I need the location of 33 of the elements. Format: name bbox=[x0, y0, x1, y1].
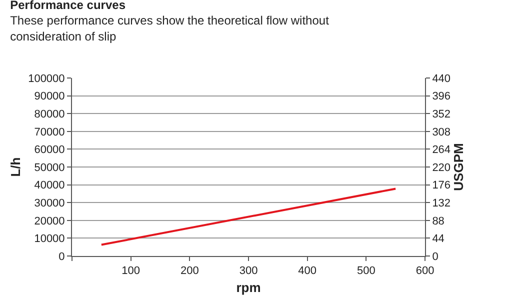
y2-tick-label: 220 bbox=[432, 162, 451, 174]
x-axis-title: rpm bbox=[236, 280, 261, 295]
y-tick-label: 40000 bbox=[34, 180, 65, 192]
x-tick-label: 500 bbox=[356, 265, 376, 278]
y-tick-label: 20000 bbox=[34, 215, 65, 228]
y-tick-label: 90000 bbox=[34, 90, 65, 103]
chart-subtitle: These performance curves show the theoretical flow without consideration of slip bbox=[10, 14, 330, 44]
y2-tick-label: 44 bbox=[432, 233, 444, 246]
y-tick-label: 10000 bbox=[34, 233, 65, 246]
x-tick-label: 300 bbox=[239, 265, 258, 278]
y2-tick-label: 308 bbox=[432, 126, 451, 138]
y-tick-label: 30000 bbox=[34, 197, 65, 210]
y-tick-label: 80000 bbox=[34, 108, 65, 120]
y-tick-label: 0 bbox=[58, 250, 65, 263]
y2-axis-title: USGPM bbox=[451, 143, 466, 191]
y-tick-label: 50000 bbox=[34, 162, 65, 174]
y2-tick-label: 0 bbox=[432, 250, 438, 263]
x-tick-label: 400 bbox=[298, 265, 317, 278]
y-axis-title: L/h bbox=[8, 157, 24, 177]
y2-tick-label: 352 bbox=[432, 108, 451, 120]
x-tick-label: 600 bbox=[416, 265, 434, 278]
x-tick-label: 200 bbox=[180, 265, 199, 278]
x-tick-label: 100 bbox=[122, 265, 140, 278]
y-tick-label: 70000 bbox=[34, 126, 65, 138]
y-tick-label: 60000 bbox=[34, 144, 65, 156]
y2-tick-label: 132 bbox=[432, 197, 451, 210]
y2-tick-label: 176 bbox=[432, 180, 451, 192]
y2-tick-label: 264 bbox=[432, 144, 451, 156]
y-tick-label: 100000 bbox=[28, 72, 65, 85]
chart-title: Performance curves bbox=[10, 0, 126, 12]
y2-tick-label: 440 bbox=[432, 72, 451, 85]
y2-tick-label: 88 bbox=[432, 215, 444, 228]
y2-tick-label: 396 bbox=[432, 90, 451, 103]
